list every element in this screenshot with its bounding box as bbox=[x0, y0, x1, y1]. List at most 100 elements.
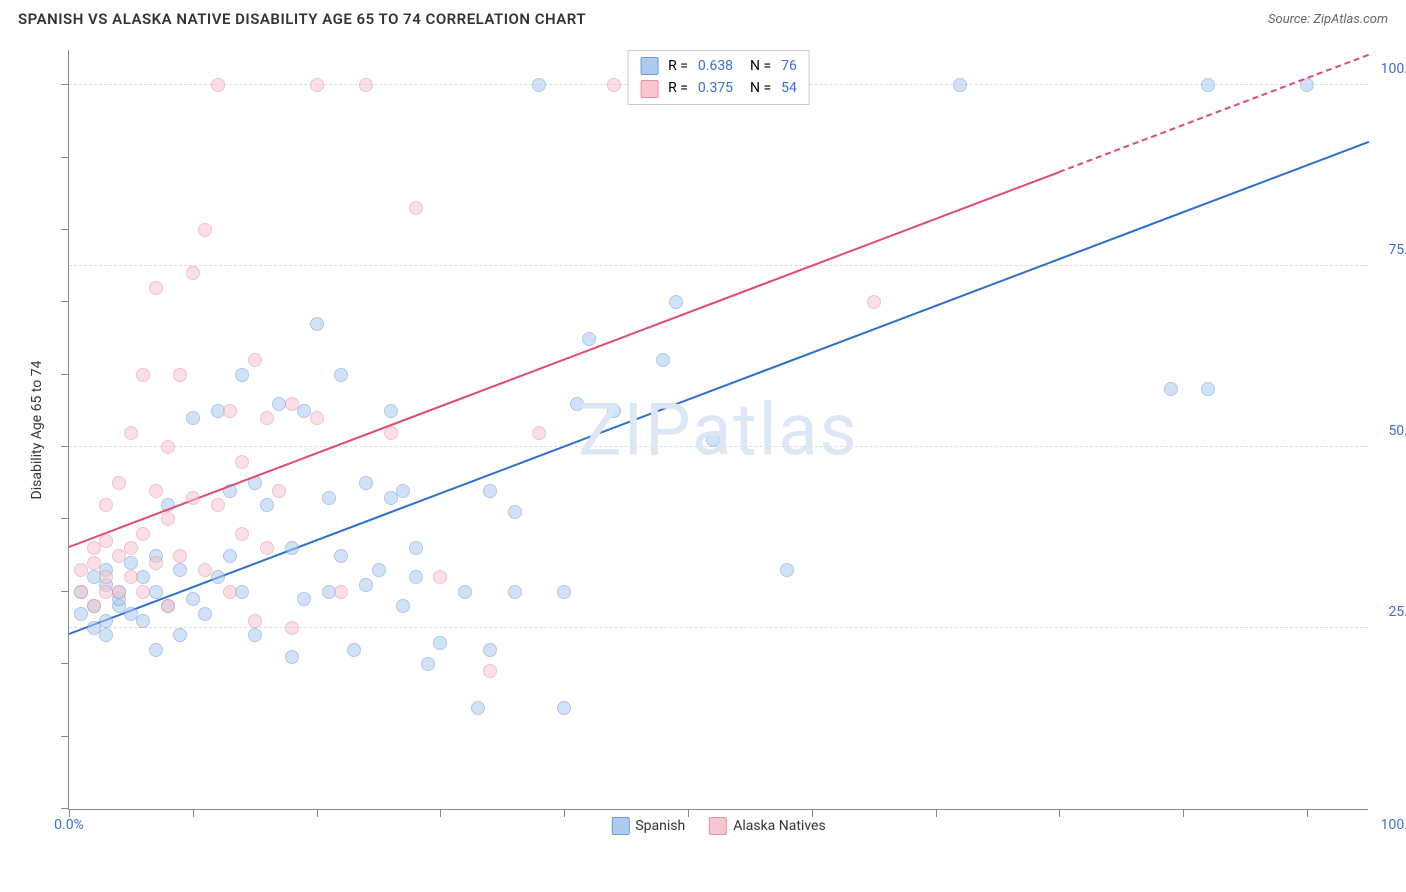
data-point bbox=[483, 664, 497, 678]
data-point bbox=[235, 368, 249, 382]
data-point bbox=[285, 621, 299, 635]
data-point bbox=[161, 440, 175, 454]
data-point bbox=[508, 505, 522, 519]
legend-item: Alaska Natives bbox=[709, 817, 826, 835]
data-point bbox=[557, 701, 571, 715]
data-point bbox=[322, 491, 336, 505]
data-point bbox=[780, 563, 794, 577]
data-point bbox=[471, 701, 485, 715]
data-point bbox=[433, 636, 447, 650]
y-tick bbox=[61, 591, 69, 592]
data-point bbox=[198, 223, 212, 237]
data-point bbox=[223, 585, 237, 599]
data-point bbox=[359, 78, 373, 92]
data-point bbox=[173, 563, 187, 577]
y-axis-label: Disability Age 65 to 74 bbox=[29, 360, 45, 499]
data-point bbox=[223, 404, 237, 418]
legend-swatch bbox=[640, 57, 658, 75]
data-point bbox=[211, 570, 225, 584]
gridline bbox=[69, 627, 1368, 628]
data-point bbox=[867, 295, 881, 309]
data-point bbox=[607, 404, 621, 418]
plot-area: Disability Age 65 to 74 ZIPatlas R = 0.6… bbox=[68, 50, 1368, 810]
data-point bbox=[396, 599, 410, 613]
data-point bbox=[557, 585, 571, 599]
data-point bbox=[483, 484, 497, 498]
y-tick bbox=[61, 663, 69, 664]
data-point bbox=[260, 541, 274, 555]
data-point bbox=[235, 455, 249, 469]
data-point bbox=[74, 585, 88, 599]
data-point bbox=[706, 433, 720, 447]
data-point bbox=[112, 476, 126, 490]
legend-row: R = 0.638 N = 76 bbox=[640, 55, 797, 77]
x-tick bbox=[564, 809, 565, 817]
data-point bbox=[409, 570, 423, 584]
data-point bbox=[136, 570, 150, 584]
data-point bbox=[285, 650, 299, 664]
data-point bbox=[508, 585, 522, 599]
data-point bbox=[99, 498, 113, 512]
data-point bbox=[173, 368, 187, 382]
correlation-chart: Disability Age 65 to 74 ZIPatlas R = 0.6… bbox=[18, 32, 1388, 852]
data-point bbox=[136, 527, 150, 541]
data-point bbox=[149, 556, 163, 570]
legend-n-value: 76 bbox=[781, 55, 797, 77]
data-point bbox=[1201, 78, 1215, 92]
data-point bbox=[223, 549, 237, 563]
data-point bbox=[260, 498, 274, 512]
data-point bbox=[409, 201, 423, 215]
y-tick bbox=[61, 736, 69, 737]
legend-label: Spanish bbox=[635, 818, 685, 834]
x-tick bbox=[688, 809, 689, 817]
x-tick bbox=[1183, 809, 1184, 817]
data-point bbox=[99, 534, 113, 548]
trend-line bbox=[69, 172, 1060, 549]
data-point bbox=[285, 541, 299, 555]
data-point bbox=[260, 411, 274, 425]
data-point bbox=[149, 585, 163, 599]
x-tick bbox=[317, 809, 318, 817]
x-tick bbox=[812, 809, 813, 817]
data-point bbox=[186, 266, 200, 280]
legend-n-value: 54 bbox=[781, 77, 797, 99]
data-point bbox=[310, 317, 324, 331]
data-point bbox=[310, 78, 324, 92]
gridline bbox=[69, 446, 1368, 447]
data-point bbox=[1164, 382, 1178, 396]
data-point bbox=[285, 397, 299, 411]
data-point bbox=[248, 628, 262, 642]
data-point bbox=[136, 585, 150, 599]
header: SPANISH VS ALASKA NATIVE DISABILITY AGE … bbox=[0, 0, 1406, 32]
data-point bbox=[99, 570, 113, 584]
y-tick-label: 75.0% bbox=[1388, 242, 1406, 258]
series-legend: Spanish Alaska Natives bbox=[611, 817, 825, 835]
data-point bbox=[149, 281, 163, 295]
data-point bbox=[570, 397, 584, 411]
legend-r-value: 0.375 bbox=[698, 77, 733, 99]
legend-r-value: 0.638 bbox=[698, 55, 733, 77]
legend-label: Alaska Natives bbox=[733, 818, 826, 834]
data-point bbox=[582, 332, 596, 346]
data-point bbox=[384, 426, 398, 440]
data-point bbox=[409, 541, 423, 555]
data-point bbox=[347, 643, 361, 657]
data-point bbox=[124, 570, 138, 584]
data-point bbox=[161, 599, 175, 613]
y-tick bbox=[61, 446, 69, 447]
x-tick bbox=[440, 809, 441, 817]
data-point bbox=[953, 78, 967, 92]
data-point bbox=[334, 549, 348, 563]
data-point bbox=[235, 585, 249, 599]
legend-n-label: N = bbox=[743, 55, 771, 77]
data-point bbox=[334, 368, 348, 382]
data-point bbox=[458, 585, 472, 599]
legend-swatch bbox=[640, 80, 658, 98]
data-point bbox=[198, 607, 212, 621]
data-point bbox=[87, 599, 101, 613]
data-point bbox=[112, 585, 126, 599]
data-point bbox=[359, 578, 373, 592]
data-point bbox=[99, 628, 113, 642]
data-point bbox=[421, 657, 435, 671]
x-tick bbox=[936, 809, 937, 817]
